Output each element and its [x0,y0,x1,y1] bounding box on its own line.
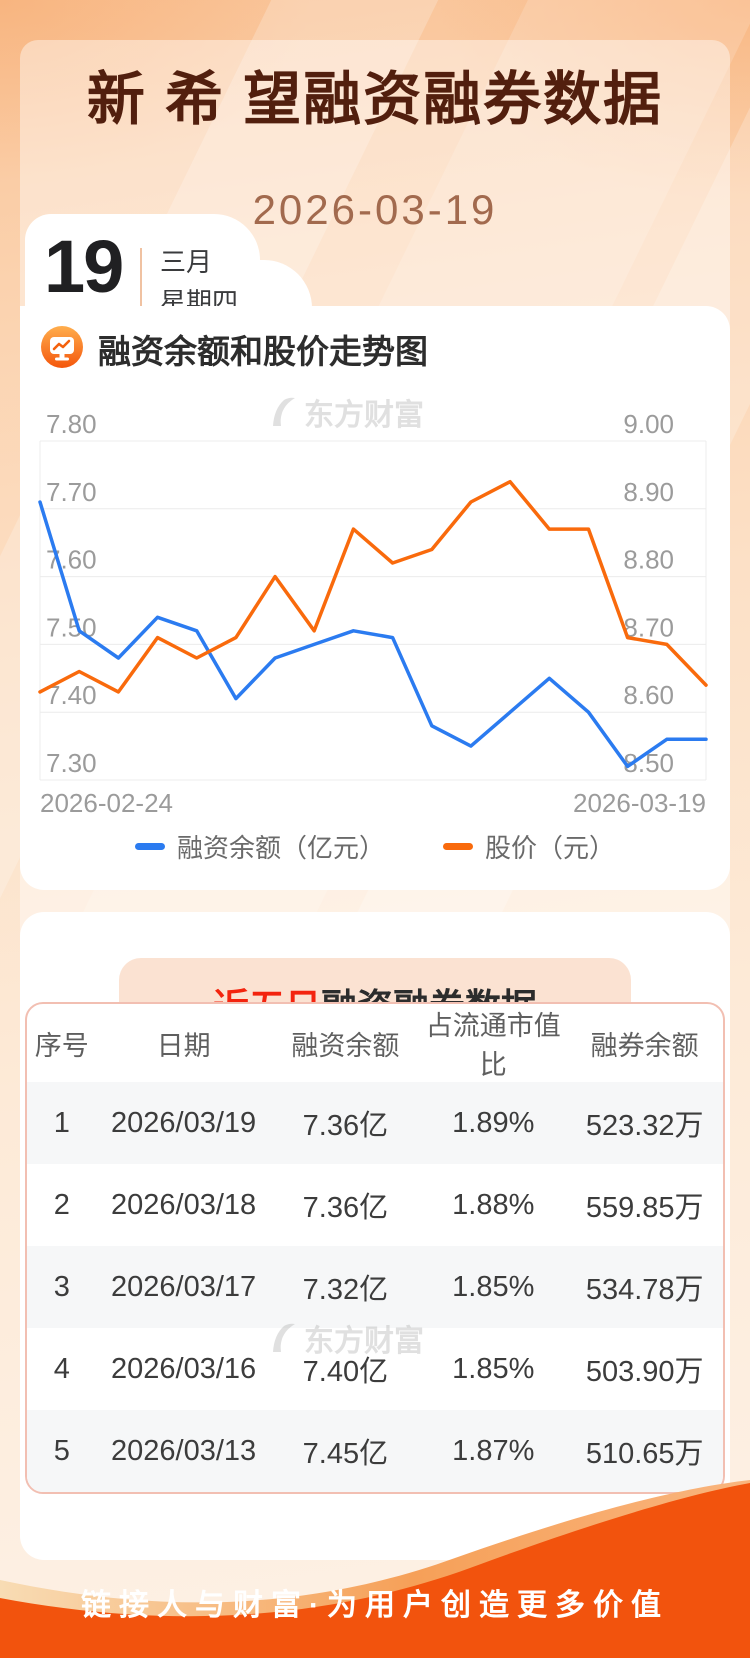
table-cell: 2026/03/18 [111,1188,257,1221]
chart-monitor-icon [40,325,84,374]
column-header-market-cap-ratio: 占流通市值比 [425,1011,561,1080]
chart-section-header: 融资余额和股价走势图 [40,325,428,374]
svg-text:7.30: 7.30 [46,748,97,778]
svg-text:7.70: 7.70 [46,477,97,507]
table-cell: 510.65万 [585,1438,704,1470]
table-cell: 1.88% [452,1188,535,1221]
column-header-date: 日期 [156,1030,211,1061]
svg-text:8.90: 8.90 [623,477,674,507]
table-cell: 7.40亿 [302,1356,389,1388]
svg-text:2026-03-19: 2026-03-19 [573,788,706,818]
table-cell: 2 [53,1188,70,1221]
table-cell: 523.32万 [585,1110,704,1142]
table-cell: 7.36亿 [302,1110,389,1142]
calendar-divider [140,248,142,314]
table-cell: 7.45亿 [302,1438,389,1470]
table-body: 1 2026/03/19 7.36亿 1.89% 523.32万 2 2026/03/18 7… [27,1082,723,1492]
table-cell: 1.85% [452,1352,535,1385]
legend-swatch-blue [134,843,165,850]
chart-legend: 融资余额（亿元） 股价（元） [0,828,750,865]
svg-text:7.80: 7.80 [46,409,97,439]
table-cell: 1.89% [452,1106,535,1139]
table-cell: 7.32亿 [302,1274,389,1306]
table-cell: 5 [53,1434,70,1467]
table-row: 5 2026/03/13 7.45亿 1.87% 510.65万 [27,1410,723,1492]
svg-text:2026-02-24: 2026-02-24 [40,788,173,818]
table-cell: 7.36亿 [302,1192,389,1224]
footer-wave [0,1480,750,1658]
table-row: 4 2026/03/16 7.40亿 1.85% 503.90万 [27,1328,723,1410]
svg-text:9.00: 9.00 [623,409,674,439]
table-row: 2 2026/03/18 7.36亿 1.88% 559.85万 [27,1164,723,1246]
calendar-day: 19 [44,225,124,308]
legend-label: 股价（元） [485,833,616,863]
watermark: 东方财富 [270,1316,424,1360]
svg-text:8.60: 8.60 [623,680,674,710]
table-cell: 2026/03/16 [111,1352,257,1385]
table-cell: 559.85万 [585,1192,704,1224]
table-cell: 3 [53,1270,70,1303]
legend-item-margin-balance: 融资余额（亿元） [134,828,385,865]
table-cell: 2026/03/13 [111,1434,257,1467]
calendar-card [25,214,260,309]
table-cell: 4 [53,1352,70,1385]
table-header-row: 序号 日期 融资余额 占流通市值比 融券余额 [27,1004,723,1082]
legend-item-stock-price: 股价（元） [443,828,615,865]
column-header-short-balance: 融券余额 [590,1030,699,1061]
table-row: 3 2026/03/17 7.32亿 1.85% 534.78万 [27,1246,723,1328]
table-row: 1 2026/03/19 7.36亿 1.89% 523.32万 [27,1082,723,1164]
table-cell: 1.87% [452,1434,535,1467]
svg-text:8.80: 8.80 [623,545,674,575]
table-cell: 2026/03/19 [111,1106,257,1139]
watermark: 东方财富 [270,390,424,434]
eastmoney-logo-icon [273,397,295,426]
table-cell: 2026/03/17 [111,1270,257,1303]
page-date: 2026-03-19 [252,186,498,233]
margin-data-table: 序号 日期 融资余额 占流通市值比 融券余额 1 2026/03/19 7.36亿 1… [25,1002,725,1494]
footer-slogan: 链接人与财富·为用户创造更多价值 [81,1589,669,1622]
legend-label: 融资余额（亿元） [176,833,385,863]
page-title: 新 希 望融资融券数据 [86,67,664,132]
table-cell: 1 [53,1106,70,1139]
calendar-month: 三月 [160,247,213,277]
chart-section-title: 融资余额和股价走势图 [98,333,428,370]
eastmoney-logo-icon [273,1323,295,1352]
table-cell: 503.90万 [585,1356,704,1388]
legend-swatch-orange [443,843,473,850]
column-header-margin-balance: 融资余额 [291,1030,400,1061]
table-cell: 534.78万 [585,1274,704,1306]
column-header-index: 序号 [34,1030,89,1061]
dual-axis-line-chart: 7.80 9.007.70 8.907.60 8.807.50 8.707.40 8.60… [38,409,708,818]
table-cell: 1.85% [452,1270,535,1303]
